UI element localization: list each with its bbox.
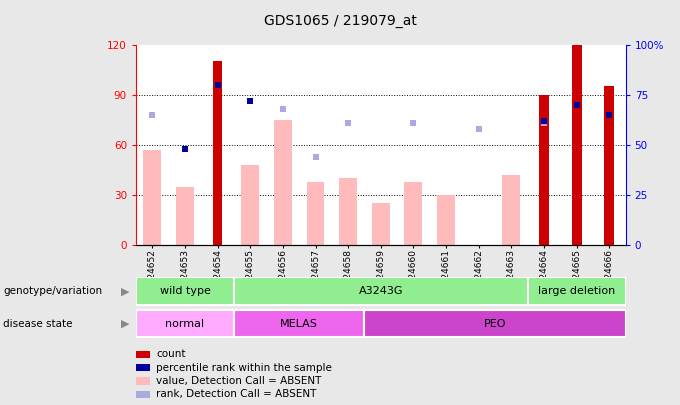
Text: count: count bbox=[156, 350, 186, 359]
Point bbox=[604, 111, 615, 118]
Text: wild type: wild type bbox=[160, 286, 210, 296]
Bar bbox=[503, 175, 520, 245]
Point bbox=[212, 81, 223, 88]
Point bbox=[343, 119, 354, 126]
Point bbox=[147, 111, 158, 118]
Text: MELAS: MELAS bbox=[280, 319, 318, 328]
Bar bbox=[605, 86, 614, 245]
Text: normal: normal bbox=[165, 319, 205, 328]
Bar bbox=[437, 195, 455, 245]
Point bbox=[571, 101, 582, 108]
Bar bbox=[572, 45, 581, 245]
Text: genotype/variation: genotype/variation bbox=[3, 286, 103, 296]
Text: disease state: disease state bbox=[3, 319, 73, 328]
Bar bbox=[136, 277, 234, 305]
Point bbox=[408, 119, 419, 126]
Bar bbox=[143, 150, 161, 245]
Point bbox=[245, 98, 256, 104]
Point bbox=[473, 126, 484, 132]
Bar bbox=[307, 181, 324, 245]
Text: ▶: ▶ bbox=[121, 286, 129, 296]
Bar bbox=[405, 181, 422, 245]
Bar bbox=[528, 277, 626, 305]
Bar bbox=[176, 187, 194, 245]
Bar bbox=[136, 310, 234, 337]
Text: A3243G: A3243G bbox=[358, 286, 403, 296]
Point bbox=[539, 119, 549, 126]
Text: PEO: PEO bbox=[483, 319, 507, 328]
Point bbox=[310, 153, 321, 160]
Text: percentile rank within the sample: percentile rank within the sample bbox=[156, 363, 333, 373]
Bar bbox=[234, 277, 528, 305]
Text: large deletion: large deletion bbox=[538, 286, 615, 296]
Bar bbox=[274, 120, 292, 245]
Bar bbox=[364, 310, 626, 337]
Text: value, Detection Call = ABSENT: value, Detection Call = ABSENT bbox=[156, 376, 322, 386]
Point bbox=[180, 145, 190, 152]
Bar bbox=[372, 203, 390, 245]
Point bbox=[604, 111, 615, 118]
Text: GDS1065 / 219079_at: GDS1065 / 219079_at bbox=[264, 14, 416, 28]
Bar bbox=[213, 61, 222, 245]
Text: ▶: ▶ bbox=[121, 319, 129, 328]
Bar bbox=[539, 95, 549, 245]
Bar bbox=[234, 310, 364, 337]
Bar bbox=[339, 178, 357, 245]
Bar bbox=[241, 165, 259, 245]
Point bbox=[277, 105, 288, 112]
Text: rank, Detection Call = ABSENT: rank, Detection Call = ABSENT bbox=[156, 390, 317, 399]
Point bbox=[539, 117, 549, 124]
